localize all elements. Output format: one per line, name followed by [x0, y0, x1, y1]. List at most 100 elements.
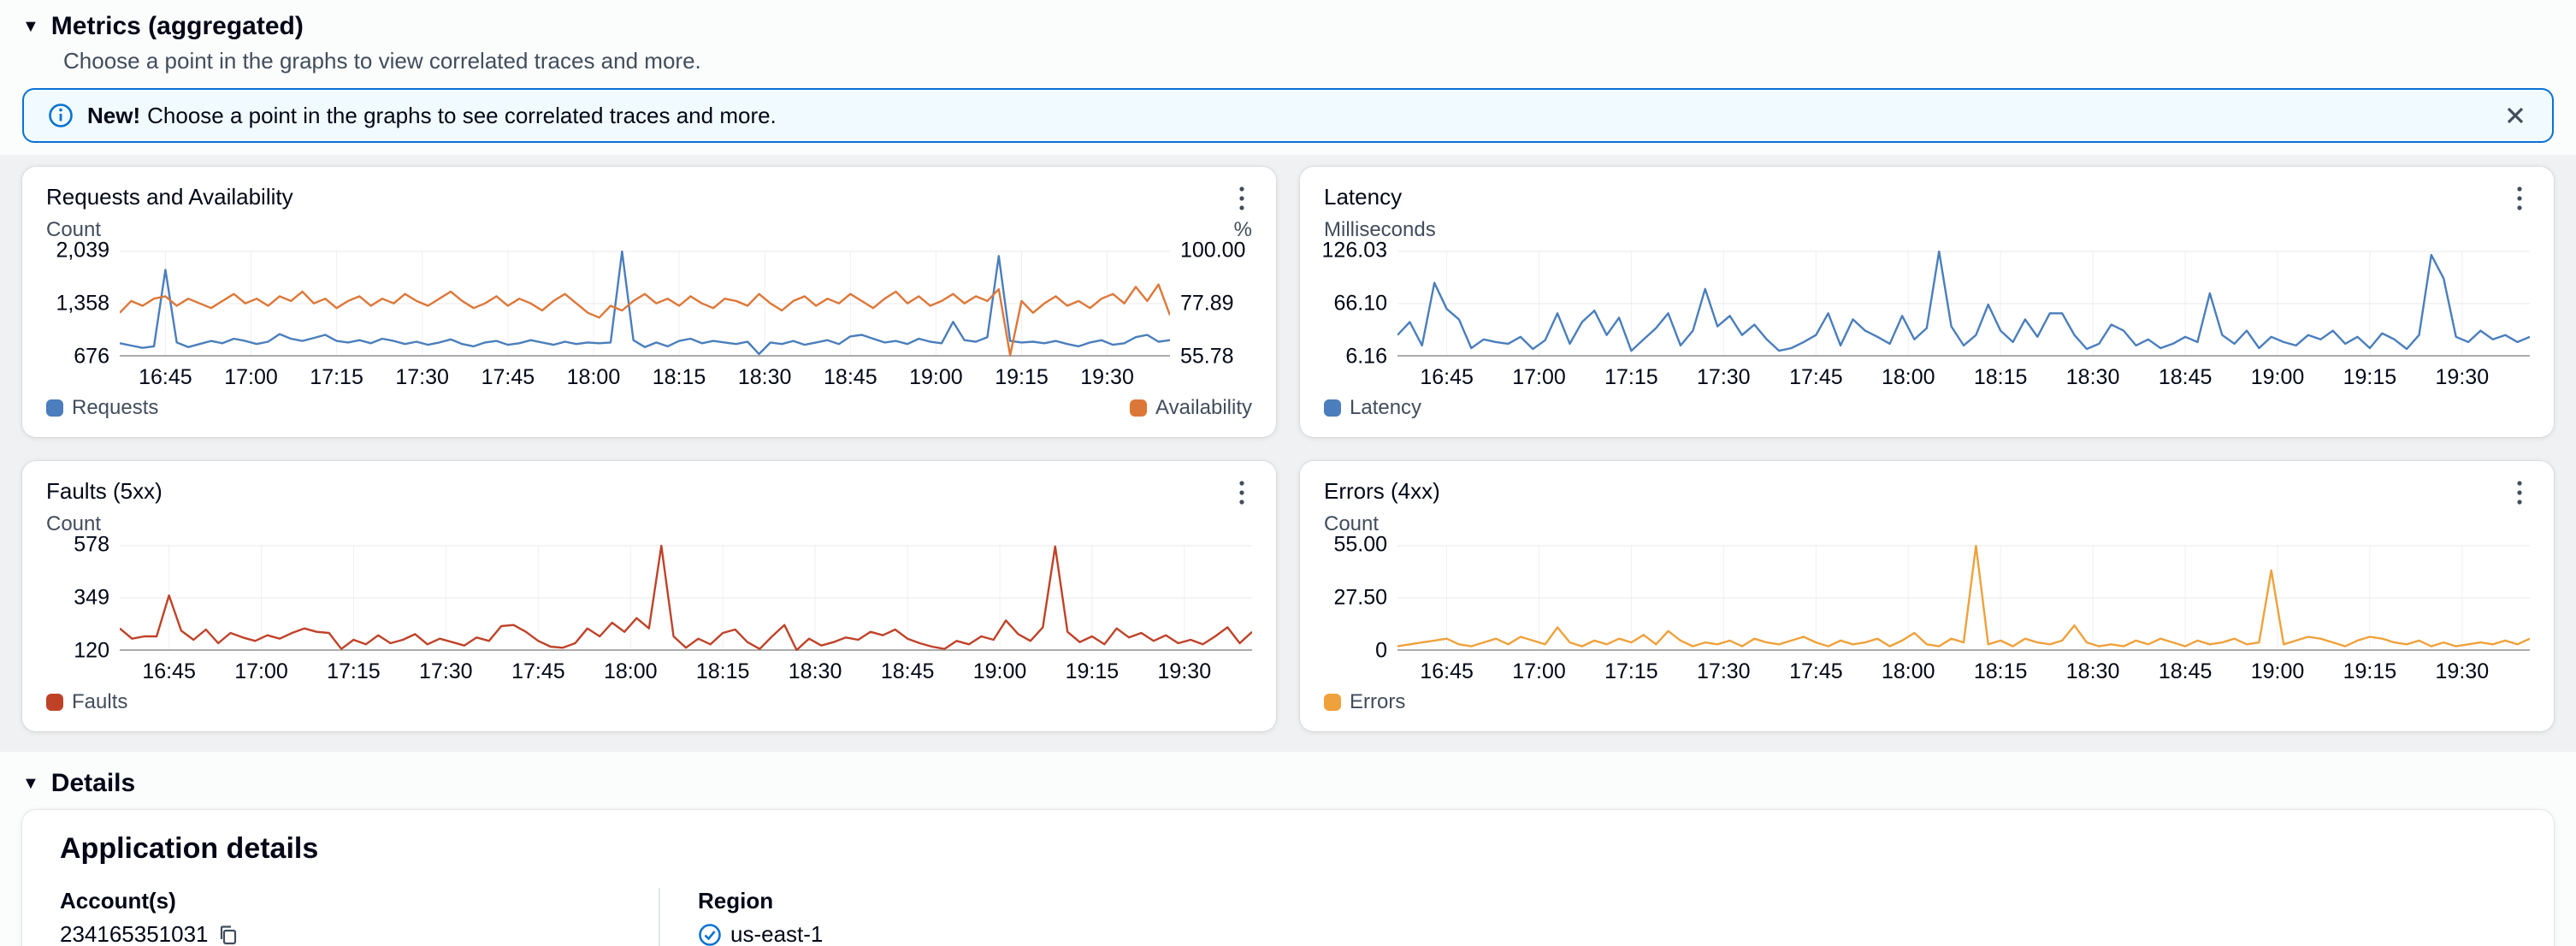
legend-item-errors[interactable]: Errors: [1324, 690, 1405, 714]
x-tick-label: 19:30: [2436, 659, 2490, 684]
x-tick-label: 19:00: [973, 659, 1027, 684]
x-tick-label: 18:45: [824, 365, 877, 390]
accounts-field: Account(s) 234165351031: [60, 888, 659, 946]
x-tick-label: 17:30: [395, 365, 449, 390]
collapse-caret-icon: ▼: [22, 775, 39, 792]
x-tick-label: 18:30: [738, 365, 792, 390]
x-tick-label: 19:15: [2343, 659, 2397, 684]
charts-band: Requests and Availability Count % 2,0391…: [0, 155, 2576, 752]
legend-swatch: [1324, 399, 1341, 417]
chart-card-latency: Latency Milliseconds 126.0366.106.16 16:…: [1300, 167, 2554, 437]
metrics-section-header: ▼ Metrics (aggregated) Choose a point in…: [0, 0, 2576, 74]
legend-swatch: [46, 694, 63, 711]
region-field: Region us-east-1: [698, 888, 823, 946]
legend-swatch: [1130, 399, 1147, 417]
details-section: ▼ Details Application details Account(s)…: [0, 752, 2576, 946]
charts-grid: Requests and Availability Count % 2,0391…: [22, 167, 2554, 731]
chart-menu-button[interactable]: [2509, 180, 2530, 216]
x-tick-label: 19:00: [2251, 365, 2305, 390]
details-section-title: Details: [51, 769, 135, 798]
chart-title: Latency: [1324, 180, 1402, 210]
x-tick-label: 19:30: [2436, 365, 2490, 390]
x-tick-label: 18:15: [696, 659, 750, 684]
x-tick-label: 18:45: [2159, 365, 2213, 390]
accounts-value: 234165351031: [60, 921, 209, 946]
x-tick-label: 17:30: [1697, 365, 1751, 390]
chart-card-faults-5xx: Faults (5xx) Count 578349120 16:4517:001…: [22, 461, 1276, 731]
chart-title: Requests and Availability: [46, 180, 293, 210]
application-details-title: Application details: [60, 832, 2516, 866]
x-tick-label: 17:45: [511, 659, 565, 684]
x-tick-label: 18:30: [789, 659, 842, 684]
kebab-icon: [2514, 478, 2525, 507]
chart-plot-errors-4xx[interactable]: [1397, 545, 2530, 651]
chart-menu-button[interactable]: [1232, 180, 1252, 216]
x-tick-label: 18:30: [2066, 659, 2120, 684]
application-details-card: Application details Account(s) 234165351…: [22, 810, 2554, 946]
x-tick-label: 18:45: [2159, 659, 2213, 684]
x-tick-label: 18:15: [1974, 365, 2028, 390]
kebab-icon: [2514, 184, 2525, 213]
faults-5xx-left-axis-labels: 578349120: [46, 545, 120, 651]
banner-text: New!Choose a point in the graphs to see …: [87, 103, 777, 129]
legend-label: Availability: [1155, 396, 1252, 420]
latency-left-axis-labels: 126.0366.106.16: [1324, 251, 1397, 357]
chart-title: Faults (5xx): [46, 475, 162, 505]
legend-swatch: [1324, 694, 1341, 711]
x-tick-label: 18:15: [1974, 659, 2028, 684]
banner-close-button[interactable]: [2502, 103, 2528, 128]
x-tick-label: 17:00: [234, 659, 288, 684]
chart-plot-requests-availability[interactable]: [120, 251, 1170, 357]
x-tick-label: 19:15: [1066, 659, 1120, 684]
x-tick-label: 18:00: [604, 659, 658, 684]
chart-menu-button[interactable]: [1232, 475, 1252, 511]
chart-card-requests-availability: Requests and Availability Count % 2,0391…: [22, 167, 1276, 437]
banner-text-bold: New!: [87, 103, 140, 128]
info-icon: [48, 103, 74, 128]
metrics-section-toggle[interactable]: ▼ Metrics (aggregated): [22, 12, 2554, 41]
chart-plot-faults-5xx[interactable]: [120, 545, 1252, 651]
x-tick-label: 16:45: [1420, 365, 1474, 390]
x-axis-labels: 16:4517:0017:1517:3017:4518:0018:1518:30…: [1397, 360, 2530, 389]
chart-legend: Faults: [46, 690, 1252, 714]
x-tick-label: 16:45: [139, 365, 192, 390]
chart-menu-button[interactable]: [2509, 475, 2530, 511]
x-tick-label: 17:45: [1789, 659, 1843, 684]
x-tick-label: 16:45: [1420, 659, 1474, 684]
x-tick-label: 16:45: [142, 659, 196, 684]
chart-plot-latency[interactable]: [1397, 251, 2530, 357]
legend-item-availability[interactable]: Availability: [1130, 396, 1252, 420]
x-tick-label: 17:45: [1789, 365, 1843, 390]
legend-item-latency[interactable]: Latency: [1324, 396, 1421, 420]
x-tick-label: 19:15: [995, 365, 1049, 390]
x-tick-label: 17:30: [1697, 659, 1751, 684]
x-tick-label: 18:15: [653, 365, 706, 390]
x-tick-label: 17:15: [1604, 365, 1658, 390]
x-tick-label: 19:30: [1158, 659, 1212, 684]
x-tick-label: 18:00: [1882, 365, 1935, 390]
region-label: Region: [698, 888, 823, 914]
x-tick-label: 17:45: [482, 365, 535, 390]
copy-account-button[interactable]: [217, 924, 239, 946]
legend-item-faults[interactable]: Faults: [46, 690, 127, 714]
legend-label: Latency: [1350, 396, 1421, 420]
chart-legend: Latency: [1324, 396, 2530, 420]
legend-item-requests[interactable]: Requests: [46, 396, 158, 420]
requests-availability-right-axis-labels: 100.0077.8955.78: [1170, 251, 1252, 357]
x-tick-label: 19:00: [909, 365, 963, 390]
chart-legend: Errors: [1324, 690, 2530, 714]
accounts-label: Account(s): [60, 888, 659, 914]
legend-swatch: [46, 399, 63, 417]
metrics-section-subtitle: Choose a point in the graphs to view cor…: [63, 48, 2554, 74]
region-value: us-east-1: [730, 921, 823, 946]
details-section-toggle[interactable]: ▼ Details: [22, 769, 2554, 798]
close-icon: [2502, 103, 2528, 128]
legend-label: Requests: [72, 396, 158, 420]
x-tick-label: 19:15: [2343, 365, 2397, 390]
x-tick-label: 17:00: [224, 365, 278, 390]
x-tick-label: 19:30: [1080, 365, 1134, 390]
chart-title: Errors (4xx): [1324, 475, 1440, 505]
x-axis-labels: 16:4517:0017:1517:3017:4518:0018:1518:30…: [120, 360, 1170, 389]
x-tick-label: 18:45: [881, 659, 935, 684]
x-axis-labels: 16:4517:0017:1517:3017:4518:0018:1518:30…: [120, 654, 1252, 683]
